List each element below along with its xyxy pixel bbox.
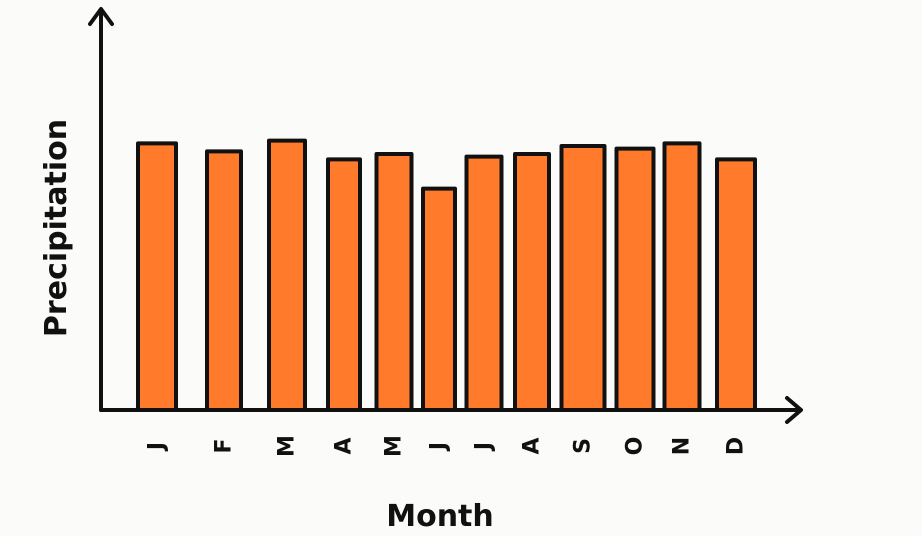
x-tick-label-1: J xyxy=(145,442,170,452)
bar-6 xyxy=(421,186,457,412)
x-tick-label-5: M xyxy=(382,435,407,457)
bar-2 xyxy=(205,149,243,412)
bar-3 xyxy=(267,138,307,413)
x-tick-label-2: F xyxy=(212,438,237,453)
y-axis-title: Precipitation xyxy=(39,119,74,337)
bar-12 xyxy=(715,157,757,412)
bar-10 xyxy=(614,146,656,413)
bar-1 xyxy=(136,141,178,412)
x-tick-label-12: D xyxy=(724,437,749,455)
y-axis-arrowhead xyxy=(88,7,114,26)
x-tick-label-10: O xyxy=(623,437,648,456)
x-tick-label-9: S xyxy=(571,438,596,454)
bar-8 xyxy=(513,152,551,412)
bars-group xyxy=(136,138,757,413)
bar-9 xyxy=(559,144,607,412)
x-axis-arrowhead xyxy=(785,396,803,424)
x-axis-title: Month xyxy=(386,499,494,534)
x-tick-label-4: A xyxy=(332,437,357,454)
bar-5 xyxy=(374,152,414,412)
bar-4 xyxy=(326,157,362,412)
x-tick-label-6: J xyxy=(427,442,452,452)
x-tick-label-11: N xyxy=(670,437,695,455)
x-tick-label-7: J xyxy=(472,442,497,452)
x-tick-label-3: M xyxy=(275,435,300,457)
bar-11 xyxy=(662,141,702,412)
x-tick-label-8: A xyxy=(520,437,545,454)
bar-7 xyxy=(464,154,504,412)
